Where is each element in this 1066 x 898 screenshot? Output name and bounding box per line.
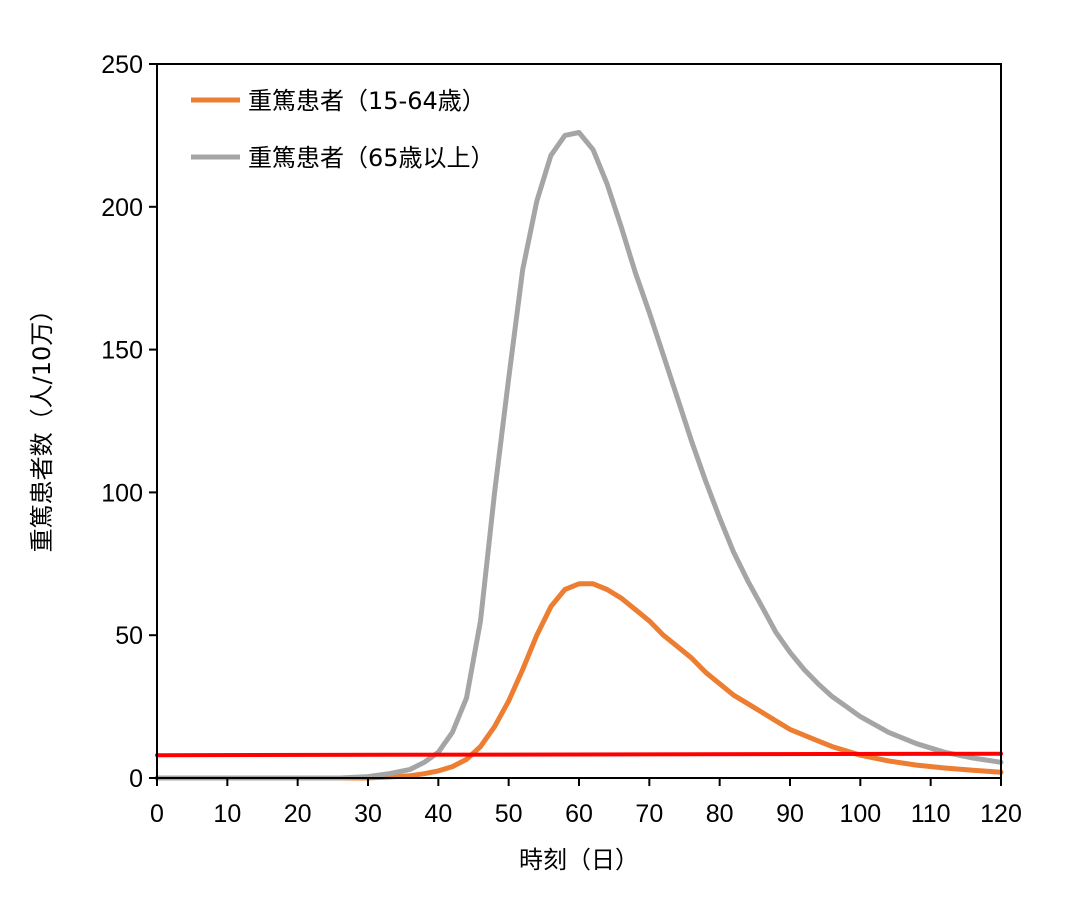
- x-tick-label: 70: [635, 800, 663, 828]
- x-tick-label: 90: [776, 800, 804, 828]
- y-axis: 0 50 100 150 200 250: [101, 51, 157, 793]
- y-tick-label: 50: [115, 622, 143, 650]
- x-axis: 0 10 20 30 40 50 60 70 80 90 100 110 120: [150, 778, 1022, 828]
- y-tick-label: 100: [101, 479, 143, 507]
- x-tick-label: 30: [354, 800, 382, 828]
- x-tick-label: 80: [706, 800, 734, 828]
- x-tick-label: 40: [424, 800, 452, 828]
- y-tick-label: 250: [101, 51, 143, 79]
- y-tick-label: 0: [129, 765, 143, 793]
- legend-label-15-64: 重篤患者（15-64歳）: [248, 87, 486, 115]
- legend-label-65-plus: 重篤患者（65歳以上）: [248, 144, 495, 172]
- threshold-line: [155, 751, 1003, 758]
- x-tick-label: 0: [150, 800, 164, 828]
- x-tick-label: 120: [980, 800, 1022, 828]
- x-axis-title: 時刻（日）: [519, 846, 639, 874]
- plot-area: [154, 130, 1004, 781]
- x-tick-label: 100: [839, 800, 881, 828]
- x-tick-label: 10: [213, 800, 241, 828]
- legend: 重篤患者（15-64歳） 重篤患者（65歳以上）: [191, 87, 495, 172]
- x-tick-label: 20: [284, 800, 312, 828]
- x-tick-label: 110: [911, 800, 951, 828]
- y-tick-label: 200: [101, 194, 143, 222]
- y-tick-label: 150: [101, 337, 143, 365]
- y-axis-title: 重篤患者数（人/10万）: [28, 298, 56, 553]
- x-tick-label: 50: [495, 800, 523, 828]
- series-line-15-64: [154, 581, 1004, 781]
- series-line-65-plus: [154, 130, 1004, 781]
- x-tick-label: 60: [565, 800, 593, 828]
